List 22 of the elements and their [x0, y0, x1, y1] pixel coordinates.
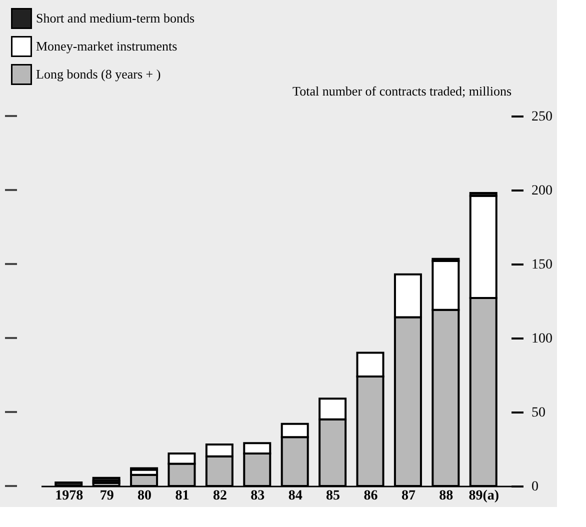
x-tick-label: 82 — [212, 488, 227, 504]
x-tick-label: 84 — [288, 488, 302, 504]
x-tick-label: 1978 — [55, 488, 84, 504]
x-tick-label: 87 — [401, 488, 416, 504]
y-tick-label: 0 — [532, 480, 538, 494]
y-tick-label: 250 — [532, 110, 552, 124]
x-tick-label: 83 — [250, 488, 265, 504]
x-tick-label: 80 — [138, 488, 152, 504]
x-tick-label: 79 — [100, 488, 114, 504]
x-tick-label: 88 — [439, 488, 454, 504]
legend-label: Long bonds (8 years + ) — [36, 66, 161, 82]
legend-label: Money-market instruments — [36, 38, 178, 54]
x-tick-label: 89(a) — [468, 488, 500, 504]
y-tick-label: 100 — [532, 332, 552, 346]
y-tick-label: 150 — [532, 258, 552, 272]
x-tick-label: 85 — [326, 488, 340, 504]
x-tick-label: 81 — [175, 488, 190, 504]
y-tick-label: 200 — [532, 184, 552, 198]
x-tick-label: 86 — [364, 488, 378, 504]
y-axis-title: Total number of contracts traded; millions — [292, 84, 512, 98]
y-tick-label: 50 — [532, 406, 546, 420]
legend-label: Short and medium-term bonds — [36, 10, 195, 26]
